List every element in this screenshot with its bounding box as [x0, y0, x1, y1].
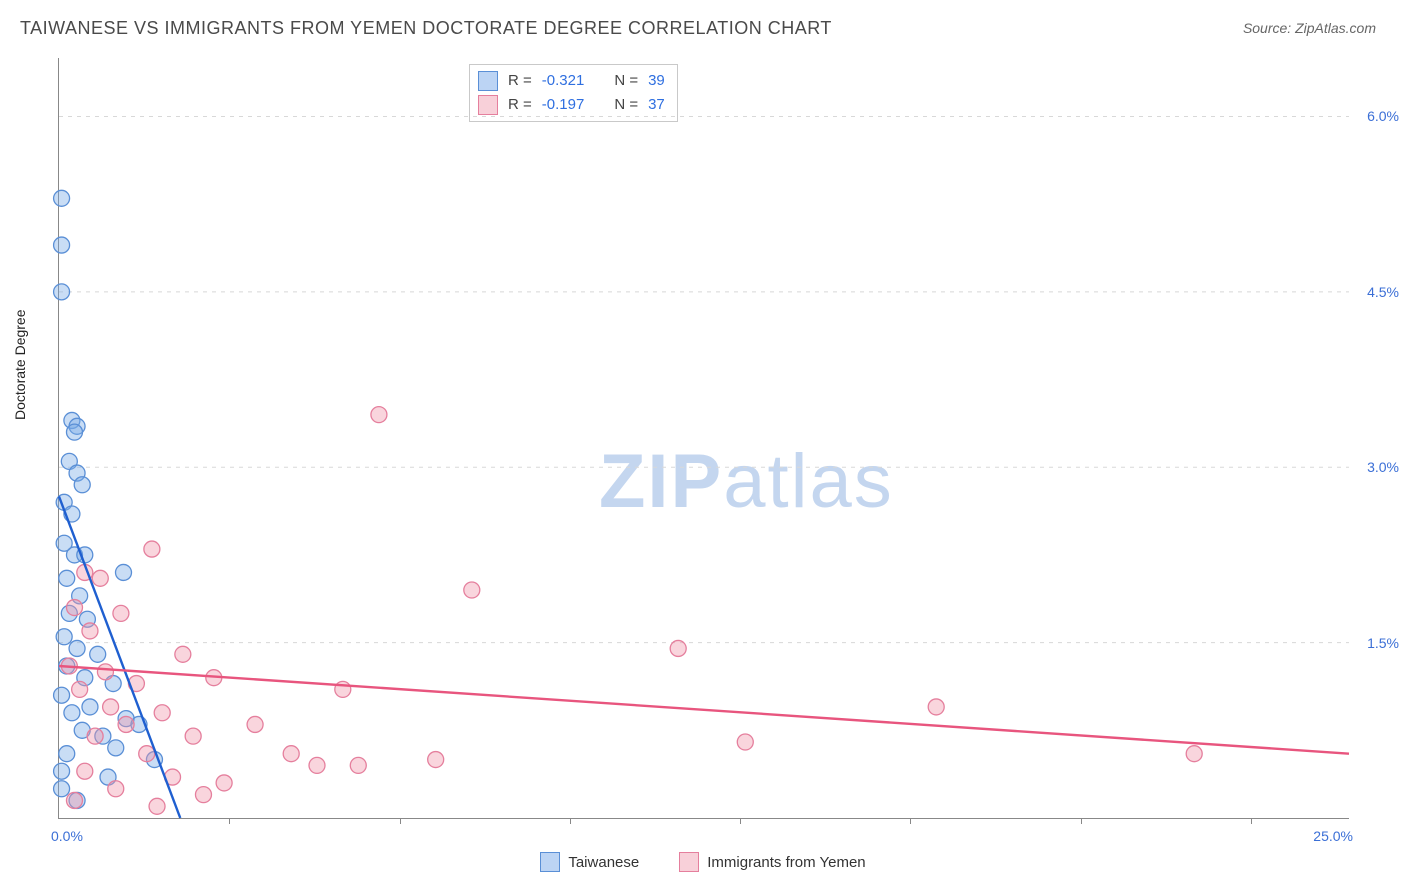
legend-item-yemen: Immigrants from Yemen: [679, 852, 865, 872]
legend-label: Immigrants from Yemen: [707, 854, 865, 871]
chart-title: TAIWANESE VS IMMIGRANTS FROM YEMEN DOCTO…: [20, 18, 832, 39]
x-tick: [1251, 818, 1252, 824]
y-axis-label: Doctorate Degree: [12, 309, 28, 420]
bottom-legend: Taiwanese Immigrants from Yemen: [0, 852, 1406, 872]
swatch-icon: [540, 852, 560, 872]
legend-item-taiwanese: Taiwanese: [540, 852, 639, 872]
x-tick: [910, 818, 911, 824]
x-tick: [570, 818, 571, 824]
chart-plot-area: ZIPatlas R = -0.321 N = 39 R = -0.197 N …: [58, 58, 1349, 819]
x-tick: [229, 818, 230, 824]
y-tick-label: 1.5%: [1354, 635, 1399, 651]
y-tick-label: 6.0%: [1354, 108, 1399, 124]
x-tick: [740, 818, 741, 824]
scatter-svg: [59, 58, 1349, 818]
x-tick: [400, 818, 401, 824]
x-max-label: 25.0%: [1313, 828, 1353, 844]
swatch-icon: [679, 852, 699, 872]
legend-label: Taiwanese: [568, 854, 639, 871]
y-tick-label: 4.5%: [1354, 284, 1399, 300]
source-label: Source: ZipAtlas.com: [1243, 20, 1376, 36]
x-origin-label: 0.0%: [51, 828, 83, 844]
y-tick-label: 3.0%: [1354, 459, 1399, 475]
x-tick: [1081, 818, 1082, 824]
